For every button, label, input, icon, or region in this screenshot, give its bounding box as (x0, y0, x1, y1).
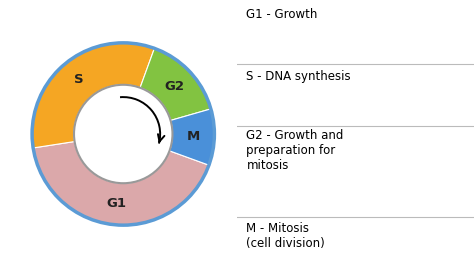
Text: S: S (74, 73, 83, 86)
Text: M: M (187, 130, 200, 143)
Circle shape (74, 85, 173, 183)
Text: G1: G1 (106, 197, 127, 210)
Wedge shape (32, 43, 155, 148)
Wedge shape (33, 142, 209, 225)
Wedge shape (140, 48, 211, 120)
Text: M - Mitosis
(cell division): M - Mitosis (cell division) (246, 222, 325, 250)
Text: G1 - Growth: G1 - Growth (246, 8, 318, 21)
Text: G2 - Growth and
preparation for
mitosis: G2 - Growth and preparation for mitosis (246, 129, 344, 172)
Text: S - DNA synthesis: S - DNA synthesis (246, 70, 351, 83)
Wedge shape (170, 109, 214, 165)
Text: G2: G2 (164, 80, 184, 93)
